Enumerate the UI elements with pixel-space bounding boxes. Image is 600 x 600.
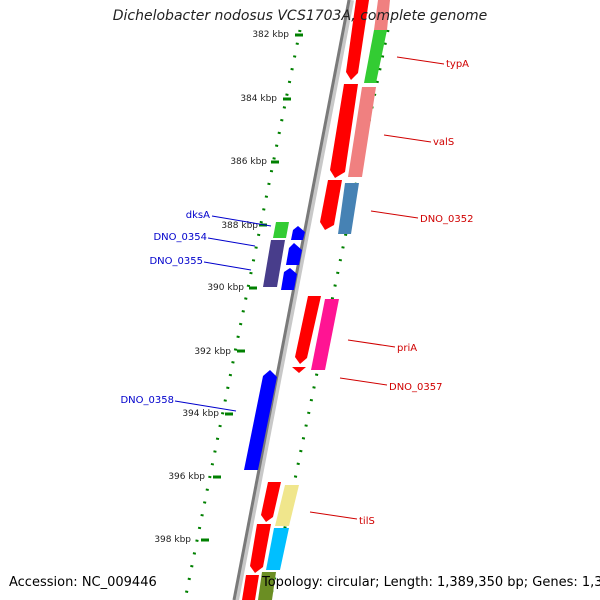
leader-typA xyxy=(396,56,445,65)
cds-forward-6 xyxy=(261,482,281,522)
cds-forward-3 xyxy=(320,180,342,230)
gene-DNO_0352 xyxy=(338,183,359,234)
label-tilS: tilS xyxy=(359,516,375,527)
cds-forward-2 xyxy=(330,84,358,178)
forward-labels: typA valS DNO_0352 priA DNO_0357 tilS xyxy=(309,56,474,527)
leader-DNO_0357 xyxy=(339,377,388,386)
label-typA: typA xyxy=(446,59,469,70)
label-DNO_0358: DNO_0358 xyxy=(120,395,174,406)
label-valS: valS xyxy=(433,137,454,148)
leader-DNO_0354 xyxy=(207,237,256,247)
label-priA: priA xyxy=(397,343,417,354)
label-DNO_0355: DNO_0355 xyxy=(149,256,203,267)
leader-priA xyxy=(347,339,396,348)
accession-label: Accession: NC_009446 xyxy=(9,575,157,590)
tick-label-382: 382 kbp xyxy=(252,30,289,40)
cds-forward-4 xyxy=(295,296,321,364)
tick-label-396: 396 kbp xyxy=(168,472,205,482)
cds-forward-7 xyxy=(250,524,271,573)
tick-label-390: 390 kbp xyxy=(207,283,244,293)
gene-cyan xyxy=(266,528,289,570)
cds-reverse-3 xyxy=(281,268,297,290)
backbone-line xyxy=(232,0,351,600)
gene-DNO_0354 xyxy=(263,240,285,287)
map-title: Dichelobacter nodosus VCS1703A, complete… xyxy=(112,8,488,24)
label-DNO_0354: DNO_0354 xyxy=(153,232,207,243)
gene-typA xyxy=(364,30,387,83)
tick-label-384: 384 kbp xyxy=(240,94,277,104)
leader-dksA xyxy=(211,215,272,227)
leader-DNO_0358 xyxy=(174,400,237,412)
gene-dksA xyxy=(273,222,289,238)
tick-label-386: 386 kbp xyxy=(230,157,267,167)
gene-tilS xyxy=(275,485,299,526)
leader-DNO_0352 xyxy=(370,210,419,219)
label-DNO_0352: DNO_0352 xyxy=(420,214,474,225)
tick-label-394: 394 kbp xyxy=(182,409,219,419)
reverse-labels: dksA DNO_0354 DNO_0355 DNO_0358 xyxy=(120,210,272,412)
tick-label-398: 398 kbp xyxy=(154,535,191,545)
forward-cds-track xyxy=(242,0,369,600)
genome-summary: Topology: circular; Length: 1,389,350 bp… xyxy=(262,575,600,590)
gene-olive xyxy=(258,572,276,600)
reverse-gene-track xyxy=(263,222,289,287)
leader-tilS xyxy=(309,511,358,520)
cds-forward-5 xyxy=(292,367,306,373)
tick-label-392: 392 kbp xyxy=(194,347,231,357)
label-dksA: dksA xyxy=(186,210,210,221)
tick-label-388: 388 kbp xyxy=(221,221,258,231)
ruler-tick-labels: 382 kbp 384 kbp 386 kbp 388 kbp 390 kbp … xyxy=(154,30,289,545)
cds-forward-8 xyxy=(242,575,259,600)
label-DNO_0357: DNO_0357 xyxy=(389,382,443,393)
gene-DNO_0357 xyxy=(311,299,339,370)
forward-gene-track xyxy=(258,0,390,600)
leader-valS xyxy=(383,134,432,143)
gene-valS xyxy=(348,87,376,177)
cds-reverse-1 xyxy=(291,226,305,240)
backbone-shadow xyxy=(233,0,354,600)
reverse-cds-track xyxy=(244,226,305,470)
gene-typA-top xyxy=(374,0,390,30)
cds-reverse-4 xyxy=(244,370,277,470)
cds-reverse-2 xyxy=(286,243,302,265)
leader-DNO_0355 xyxy=(203,261,252,271)
cds-forward-1 xyxy=(346,0,369,80)
